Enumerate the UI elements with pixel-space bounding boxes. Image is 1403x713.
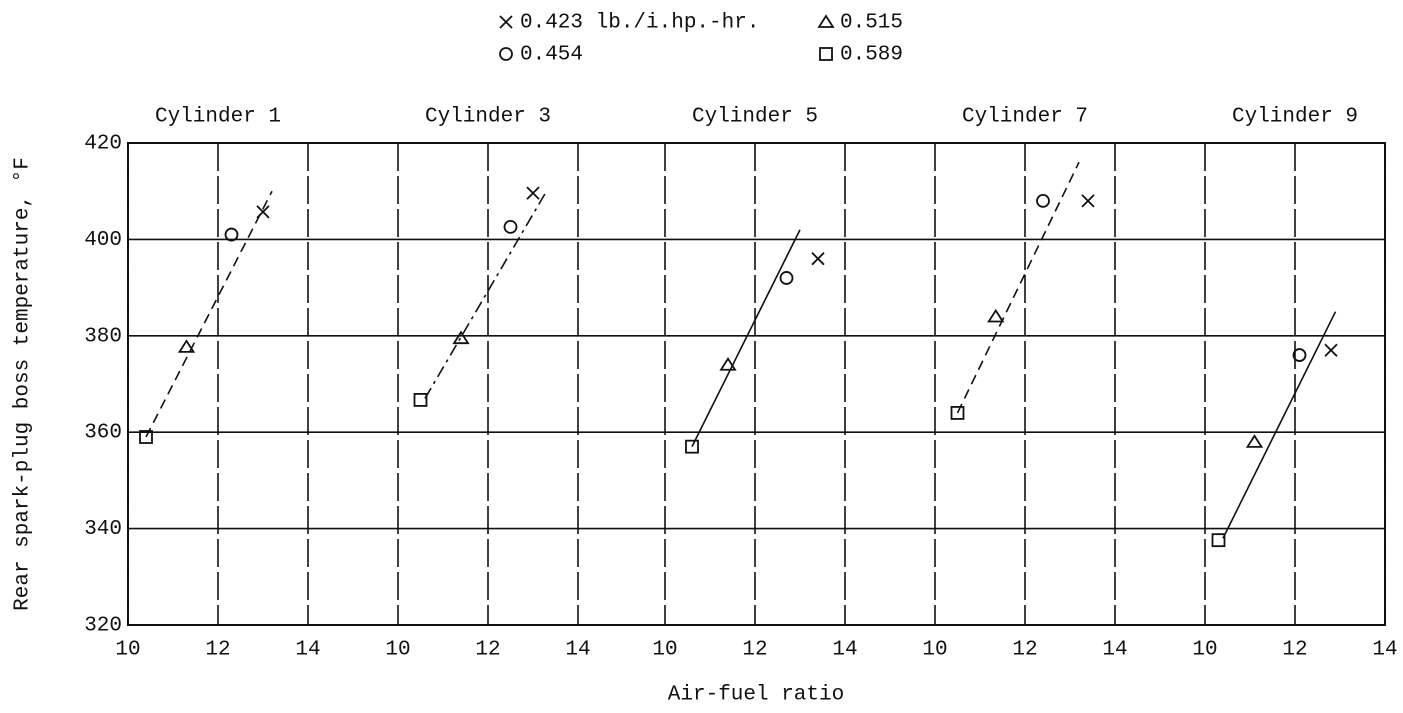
- y-tick-label: 340: [84, 518, 122, 541]
- marker-square: [950, 406, 965, 420]
- panel-title: Cylinder 3: [425, 106, 551, 129]
- x-tick-label: 14: [1102, 639, 1127, 662]
- y-tick-label: 320: [84, 615, 122, 638]
- marker-triangle: [1245, 434, 1264, 448]
- marker-triangle: [987, 308, 1005, 323]
- marker-circle: [1036, 193, 1050, 208]
- x-tick-label: 14: [832, 639, 857, 662]
- panel-title: Cylinder 1: [155, 106, 281, 129]
- marker-triangle: [719, 357, 737, 371]
- marker-square: [413, 393, 428, 407]
- marker-triangle: [452, 330, 470, 345]
- x-axis-label: Air-fuel ratio: [668, 684, 844, 707]
- x-tick-label: 14: [295, 639, 320, 662]
- marker-square: [685, 439, 699, 454]
- marker-circle: [1292, 348, 1307, 362]
- fit-line: [1222, 311, 1337, 539]
- x-tick-label: 10: [922, 639, 947, 662]
- fit-line: [956, 161, 1080, 414]
- panel-title: Cylinder 9: [1232, 106, 1358, 129]
- legend-label: 0.423 lb./i.hp.-hr.: [520, 12, 759, 35]
- fit-line: [691, 229, 801, 448]
- legend-label: 0.589: [840, 44, 903, 67]
- x-tick-label: 10: [385, 639, 410, 662]
- marker-square: [819, 47, 833, 61]
- panel-title: Cylinder 5: [692, 106, 818, 129]
- marker-x: [256, 205, 270, 219]
- marker-circle: [779, 271, 794, 285]
- marker-x: [1324, 343, 1338, 357]
- x-tick-label: 10: [115, 639, 140, 662]
- plot-frame: [127, 142, 1386, 626]
- x-tick-label: 12: [1282, 639, 1307, 662]
- x-tick-label: 10: [652, 639, 677, 662]
- legend-label: 0.454: [520, 44, 583, 67]
- x-tick-label: 10: [1192, 639, 1217, 662]
- x-tick-label: 12: [475, 639, 500, 662]
- legend-label: 0.515: [840, 12, 903, 35]
- marker-x: [499, 15, 513, 29]
- y-tick-label: 380: [84, 325, 122, 348]
- marker-x: [811, 252, 825, 266]
- fit-line: [424, 190, 548, 399]
- marker-circle: [503, 219, 518, 234]
- y-tick-label: 360: [84, 422, 122, 445]
- x-tick-label: 14: [1372, 639, 1397, 662]
- x-tick-label: 12: [742, 639, 767, 662]
- marker-triangle: [177, 339, 196, 353]
- marker-x: [526, 186, 540, 200]
- marker-square: [139, 430, 153, 444]
- marker-square: [1211, 533, 1226, 548]
- y-tick-label: 400: [84, 229, 122, 252]
- marker-circle: [499, 47, 513, 61]
- marker-circle: [224, 227, 239, 242]
- x-tick-label: 14: [565, 639, 590, 662]
- x-tick-label: 12: [205, 639, 230, 662]
- marker-triangle: [817, 14, 835, 28]
- marker-x: [1081, 194, 1095, 208]
- x-tick-label: 12: [1012, 639, 1037, 662]
- y-tick-label: 420: [84, 133, 122, 156]
- y-axis-label: Rear spark-plug boss temperature, °F: [12, 157, 35, 611]
- fit-line: [145, 190, 273, 438]
- panel-title: Cylinder 7: [962, 106, 1088, 129]
